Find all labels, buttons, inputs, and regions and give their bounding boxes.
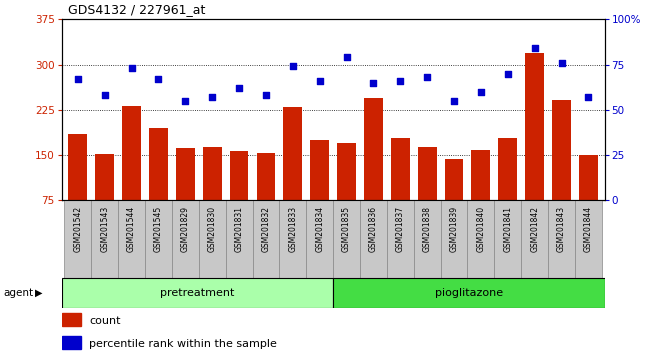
Text: GSM201542: GSM201542: [73, 206, 83, 252]
Point: [73, 76, 83, 82]
Point: [395, 78, 406, 84]
Point: [341, 55, 352, 60]
Text: GSM201837: GSM201837: [396, 206, 405, 252]
Point: [180, 98, 190, 103]
Bar: [122, 105, 141, 200]
Text: agent: agent: [3, 288, 33, 298]
Bar: [203, 147, 222, 200]
Text: GSM201841: GSM201841: [503, 206, 512, 252]
Text: GSM201840: GSM201840: [476, 206, 486, 252]
Text: GSM201545: GSM201545: [154, 206, 163, 252]
Bar: [360, 200, 387, 278]
Text: GSM201842: GSM201842: [530, 206, 539, 252]
Text: GSM201844: GSM201844: [584, 206, 593, 252]
Bar: [414, 200, 441, 278]
Text: GSM201834: GSM201834: [315, 206, 324, 252]
Bar: [575, 200, 602, 278]
Bar: [64, 200, 91, 278]
Point: [422, 74, 432, 80]
Text: GSM201838: GSM201838: [422, 206, 432, 252]
Point: [261, 92, 271, 98]
Bar: [149, 128, 168, 200]
Text: GSM201831: GSM201831: [235, 206, 244, 252]
Point: [556, 60, 567, 65]
Point: [476, 89, 486, 95]
Bar: [552, 99, 571, 200]
Text: GSM201830: GSM201830: [208, 206, 216, 252]
Text: GSM201835: GSM201835: [342, 206, 351, 252]
Bar: [96, 154, 114, 200]
Bar: [418, 147, 437, 200]
Text: GSM201836: GSM201836: [369, 206, 378, 252]
Text: GSM201839: GSM201839: [450, 206, 458, 252]
Bar: [467, 200, 495, 278]
Bar: [521, 200, 548, 278]
Bar: [226, 200, 252, 278]
Bar: [172, 200, 199, 278]
Bar: [525, 52, 544, 200]
Point: [153, 76, 164, 82]
Bar: [310, 140, 329, 200]
Bar: [62, 313, 81, 326]
Text: percentile rank within the sample: percentile rank within the sample: [89, 339, 277, 349]
Bar: [445, 159, 463, 200]
Bar: [579, 155, 598, 200]
Text: GSM201833: GSM201833: [289, 206, 297, 252]
Point: [207, 94, 217, 100]
Text: pretreatment: pretreatment: [161, 288, 235, 298]
Bar: [62, 336, 81, 349]
Text: pioglitazone: pioglitazone: [435, 288, 503, 298]
Point: [315, 78, 325, 84]
Bar: [229, 151, 248, 200]
Bar: [387, 200, 414, 278]
Text: GSM201843: GSM201843: [557, 206, 566, 252]
Bar: [495, 200, 521, 278]
Text: GSM201543: GSM201543: [100, 206, 109, 252]
Point: [530, 46, 540, 51]
Bar: [91, 200, 118, 278]
Bar: [118, 200, 145, 278]
Bar: [306, 200, 333, 278]
Bar: [283, 107, 302, 200]
Text: GSM201832: GSM201832: [261, 206, 270, 252]
Point: [99, 92, 110, 98]
Point: [583, 94, 593, 100]
Text: ▶: ▶: [35, 288, 43, 298]
Bar: [280, 200, 306, 278]
Bar: [391, 138, 410, 200]
Bar: [257, 153, 276, 200]
Text: GSM201829: GSM201829: [181, 206, 190, 252]
Bar: [364, 98, 383, 200]
Bar: [499, 138, 517, 200]
Bar: [333, 200, 360, 278]
Bar: [471, 150, 490, 200]
Bar: [441, 200, 467, 278]
Bar: [548, 200, 575, 278]
Point: [502, 71, 513, 76]
Bar: [337, 143, 356, 200]
Point: [234, 85, 244, 91]
Bar: [333, 278, 604, 308]
Text: count: count: [89, 316, 120, 326]
Point: [369, 80, 379, 85]
Bar: [68, 134, 87, 200]
Text: GDS4132 / 227961_at: GDS4132 / 227961_at: [68, 3, 205, 16]
Point: [287, 64, 298, 69]
Point: [449, 98, 460, 103]
Bar: [176, 148, 195, 200]
Bar: [62, 278, 333, 308]
Text: GSM201544: GSM201544: [127, 206, 136, 252]
Point: [126, 65, 136, 71]
Bar: [199, 200, 226, 278]
Bar: [145, 200, 172, 278]
Bar: [252, 200, 280, 278]
